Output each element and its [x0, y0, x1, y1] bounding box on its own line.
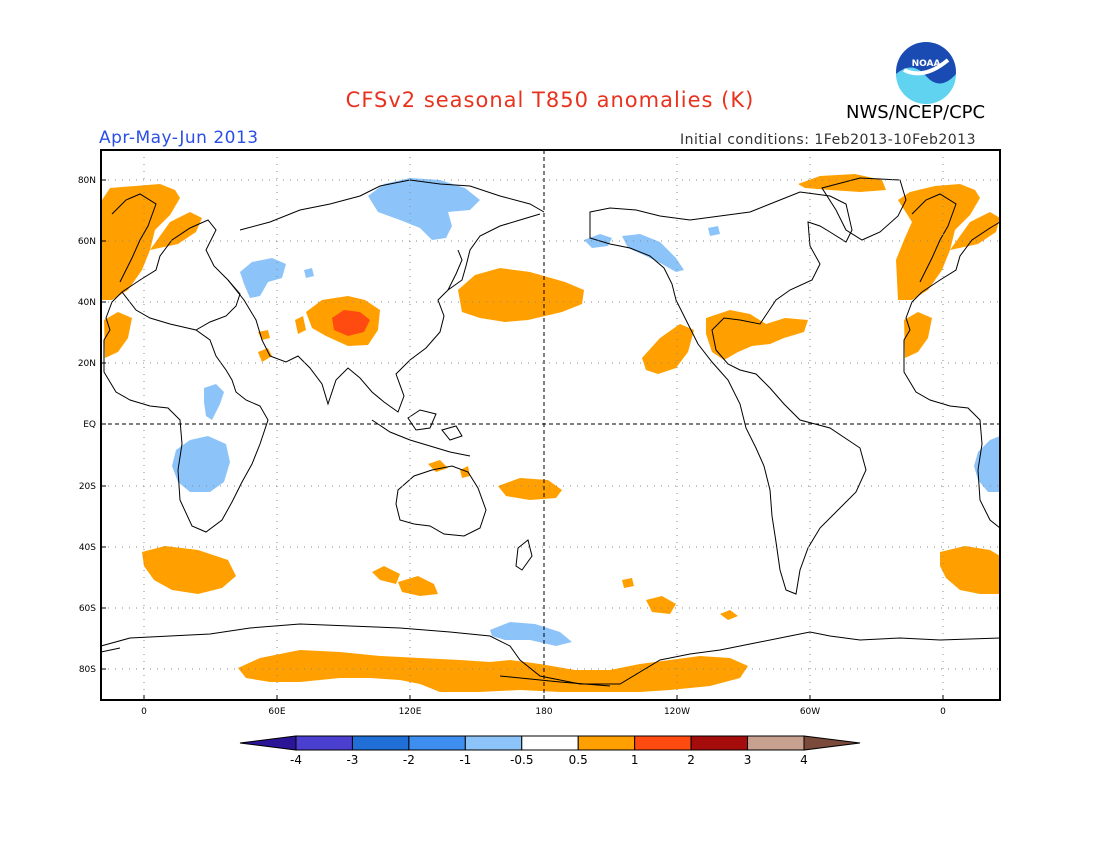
lat-label: 20N: [78, 359, 96, 369]
lat-label: 40S: [79, 543, 96, 553]
colorbar-swatch: [634, 735, 692, 751]
colorbar-label: -3: [346, 753, 358, 767]
lon-label: 60W: [800, 707, 820, 717]
initial-conditions: Initial conditions: 1Feb2013-10Feb2013: [680, 132, 976, 148]
lat-label: 80N: [78, 176, 96, 186]
graticule: [101, 150, 1000, 700]
lat-label: 80S: [79, 665, 96, 675]
noaa-logo-icon: NOAA: [896, 42, 956, 104]
colorbar-label: -0.5: [510, 753, 533, 767]
coastlines: [100, 177, 1001, 687]
forecast-period: Apr-May-Jun 2013: [99, 128, 259, 148]
colorbar-swatches: [239, 735, 861, 751]
lat-label: 20S: [79, 482, 96, 492]
colorbar-swatch: [295, 735, 353, 751]
lon-label: 120E: [399, 707, 422, 717]
lat-label: 40N: [78, 298, 96, 308]
lat-label: 60N: [78, 237, 96, 247]
colorbar-swatch: [577, 735, 636, 751]
cool-anomaly-regions: [172, 178, 1000, 646]
colorbar-label: -4: [290, 753, 302, 767]
reference-lines: [101, 150, 1000, 700]
logo-text: NOAA: [912, 59, 941, 69]
latitude-labels: 80N 60N 40N 20N EQ 20S 40S 60S 80S: [78, 176, 96, 675]
colorbar-swatch: [351, 735, 410, 751]
colorbar-label: 3: [744, 753, 752, 767]
colorbar-arrow-low: [239, 735, 297, 751]
lat-label: 60S: [79, 604, 96, 614]
map-title: CFSv2 seasonal T850 anomalies (K): [345, 88, 755, 112]
colorbar-label: 2: [687, 753, 695, 767]
longitude-labels: 0 60E 120E 180 120W 60W 0: [141, 707, 946, 717]
warm-anomaly-regions: [102, 174, 1000, 692]
colorbar-label: 4: [800, 753, 808, 767]
colorbar-label: -2: [403, 753, 415, 767]
axis-ticks: [101, 179, 944, 700]
colorbar-swatch: [690, 735, 749, 751]
colorbar-arrow-high: [803, 735, 861, 751]
colorbar: -4 -3 -2 -1 -0.5 0.5 1 2 3 4: [239, 735, 861, 767]
colorbar-labels: -4 -3 -2 -1 -0.5 0.5 1 2 3 4: [290, 753, 808, 767]
colorbar-swatch: [464, 735, 523, 751]
lon-label: 0: [940, 707, 946, 717]
lon-label: 0: [141, 707, 147, 717]
colorbar-swatch: [408, 735, 466, 751]
colorbar-label: 1: [631, 753, 639, 767]
lon-label: 120W: [664, 707, 690, 717]
lon-label: 60E: [268, 707, 285, 717]
colorbar-label: -1: [459, 753, 471, 767]
strong-warm-core: [332, 310, 370, 336]
colorbar-swatch: [747, 735, 805, 751]
lat-label: EQ: [83, 420, 96, 430]
colorbar-label: 0.5: [569, 753, 588, 767]
lon-label: 180: [535, 707, 552, 717]
agency-label: NWS/NCEP/CPC: [846, 102, 986, 123]
map-frame: [100, 149, 1001, 701]
colorbar-swatch: [521, 735, 579, 751]
